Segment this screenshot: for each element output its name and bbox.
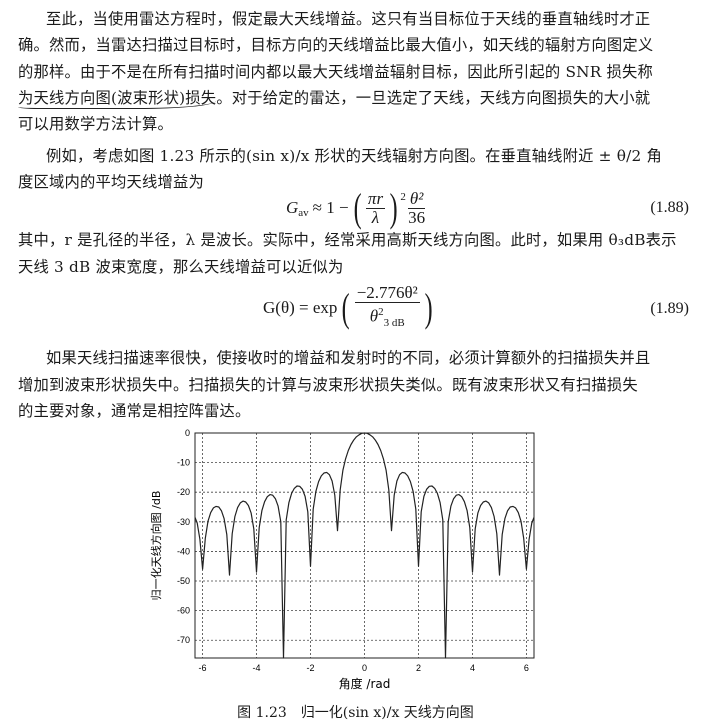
- underlined-term: 为天线方向图(波束形状)损失: [18, 89, 217, 109]
- y-tick-label: -60: [177, 606, 190, 616]
- eq-frac-num: θ²: [407, 188, 426, 209]
- eq-frac-den: λ: [371, 207, 380, 227]
- text-line: 增加到波束形状损失中。扫描损失的计算与波束形状损失类似。既有波束形状又有扫描损失: [18, 376, 638, 394]
- eq-frac-den: 36: [408, 207, 426, 227]
- x-tick-label: 0: [362, 663, 367, 673]
- text-line: 天线 3 dB 波束宽度，那么天线增益可以近似为: [18, 258, 344, 276]
- y-tick-label: 0: [185, 428, 190, 438]
- text-line: 其中，r 是孔径的半径，λ 是波长。实际中，经常采用高斯天线方向图。此时，如果用…: [18, 231, 677, 249]
- text-line: 的那样。由于不是在所有扫描时间内都以最大天线增益辐射目标，因此所引起的 SNR …: [18, 63, 653, 81]
- y-tick-label: -50: [177, 576, 190, 586]
- y-tick-label: -20: [177, 487, 190, 497]
- x-tick-label: -6: [199, 663, 207, 673]
- eq-frac-num: πr: [365, 188, 386, 209]
- eq-frac-num: −2.776θ²: [354, 283, 420, 303]
- text-line: 度区域内的平均天线增益为: [18, 173, 204, 191]
- x-tick-label: -4: [253, 663, 261, 673]
- y-tick-label: -30: [177, 517, 190, 527]
- text-line: 可以用数学方法计算。: [18, 115, 173, 133]
- text-line: 确。然而，当雷达扫描过目标时，目标方向的天线增益比最大值小，如天线的辐射方向图定…: [18, 36, 654, 54]
- eq-lhs: G(θ) = exp: [263, 298, 338, 318]
- text-line: 至此，当使用雷达方程时，假定最大天线增益。这只有当目标位于天线的垂直轴线时才正: [46, 10, 651, 28]
- x-axis-label: 角度 /rad: [339, 676, 391, 691]
- text-line: 为天线方向图(波束形状)损失。对于给定的雷达，一旦选定了天线，天线方向图损失的大…: [18, 86, 651, 109]
- eq-power: 2: [400, 191, 406, 203]
- x-tick-label: 6: [524, 663, 529, 673]
- eq-approx: ≈ 1 −: [312, 198, 349, 217]
- y-tick-label: -40: [177, 546, 190, 556]
- x-tick-label: 2: [416, 663, 421, 673]
- equation-number: (1.89): [650, 300, 689, 317]
- text-line: 的主要对象，通常是相控阵雷达。: [18, 402, 251, 420]
- figure-caption: 图 1.23 归一化(sin x)/x 天线方向图: [237, 705, 474, 721]
- eq-lhs: G: [286, 198, 299, 217]
- x-tick-label: 4: [470, 663, 475, 673]
- text-line: 例如，考虑如图 1.23 所示的(sin x)/x 形状的天线辐射方向图。在垂直…: [46, 147, 662, 165]
- pattern-curve: [194, 432, 535, 659]
- y-tick-label: -70: [177, 635, 190, 645]
- y-tick-label: -10: [177, 458, 190, 468]
- text-line: 如果天线扫描速率很快，使接收时的增益和发射时的不同，必须计算额外的扫描损失并且: [46, 349, 651, 367]
- eq-frac-den: θ23 dB: [369, 306, 405, 330]
- text-span: 。对于给定的雷达，一旦选定了天线，天线方向图损失的大小就: [216, 89, 651, 107]
- eq-lhs-sub: av: [298, 207, 309, 219]
- equation-number: (1.88): [650, 199, 689, 216]
- y-axis-label: 归一化天线方向图 /dB: [149, 491, 163, 601]
- x-tick-label: -2: [307, 663, 315, 673]
